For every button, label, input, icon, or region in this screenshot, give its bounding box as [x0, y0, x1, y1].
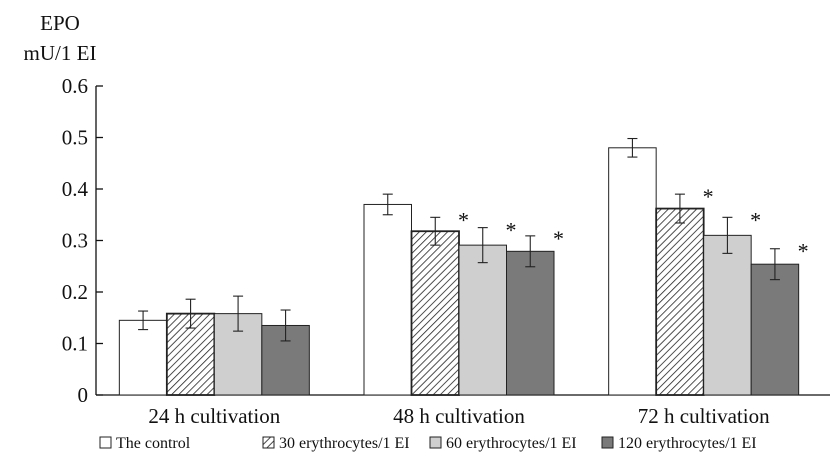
significance-star: *	[553, 226, 564, 251]
significance-star: *	[798, 239, 809, 264]
y-tick-label: 0.1	[62, 332, 88, 356]
y-tick-label: 0.4	[62, 177, 89, 201]
legend-swatch	[262, 436, 275, 449]
bar-4-cat-2	[506, 250, 555, 396]
x-category-label: 72 h cultivation	[638, 404, 770, 428]
bar-2-cat-2	[410, 230, 460, 396]
bar-3-cat-2	[458, 244, 507, 396]
bar-3-cat-3	[703, 234, 752, 396]
x-category-label: 48 h cultivation	[393, 404, 525, 428]
legend: The control 30 erythrocytes/1 EI 60 erythr…	[99, 435, 757, 452]
y-tick-label: 0.6	[62, 74, 88, 98]
y-axis-label-line2: mU/1 EI	[24, 41, 97, 65]
legend-label: 120 erythrocytes/1 EI	[618, 435, 757, 452]
y-axis-label-line1: EPO	[40, 11, 80, 35]
legend-item-3: 60 erythrocytes/1 EI	[429, 435, 577, 452]
legend-swatch	[429, 436, 442, 449]
legend-label: 30 erythrocytes/1 EI	[279, 435, 410, 452]
bar-4-cat-3	[750, 263, 800, 396]
legend-swatch	[601, 436, 614, 449]
legend-item-2: 30 erythrocytes/1 EI	[262, 435, 410, 452]
bar-series-group: * * * * * *	[118, 137, 809, 396]
significance-star: *	[750, 207, 761, 232]
bar-1-cat-1	[118, 319, 168, 396]
significance-star: *	[703, 184, 714, 209]
category-labels: 24 h cultivation 48 h cultivation 72 h cul…	[148, 404, 770, 428]
significance-star: *	[458, 207, 469, 232]
y-axis-ticks: 0 0.1 0.2 0.3 0.4 0.5 0.6	[62, 74, 103, 407]
legend-label: The control	[116, 435, 191, 452]
y-tick-label: 0.5	[62, 126, 88, 150]
y-tick-label: 0.3	[62, 229, 88, 253]
legend-swatch	[99, 436, 112, 449]
bar-1-cat-2	[363, 203, 412, 396]
bar-2-cat-3	[655, 207, 705, 396]
legend-item-1: The control	[99, 435, 191, 452]
significance-star: *	[506, 218, 517, 243]
legend-label: 60 erythrocytes/1 EI	[446, 435, 577, 452]
bar-1-cat-3	[608, 147, 657, 396]
y-tick-label: 0	[78, 383, 89, 407]
y-tick-label: 0.2	[62, 280, 88, 304]
x-category-label: 24 h cultivation	[148, 404, 280, 428]
legend-item-4: 120 erythrocytes/1 EI	[601, 435, 757, 452]
